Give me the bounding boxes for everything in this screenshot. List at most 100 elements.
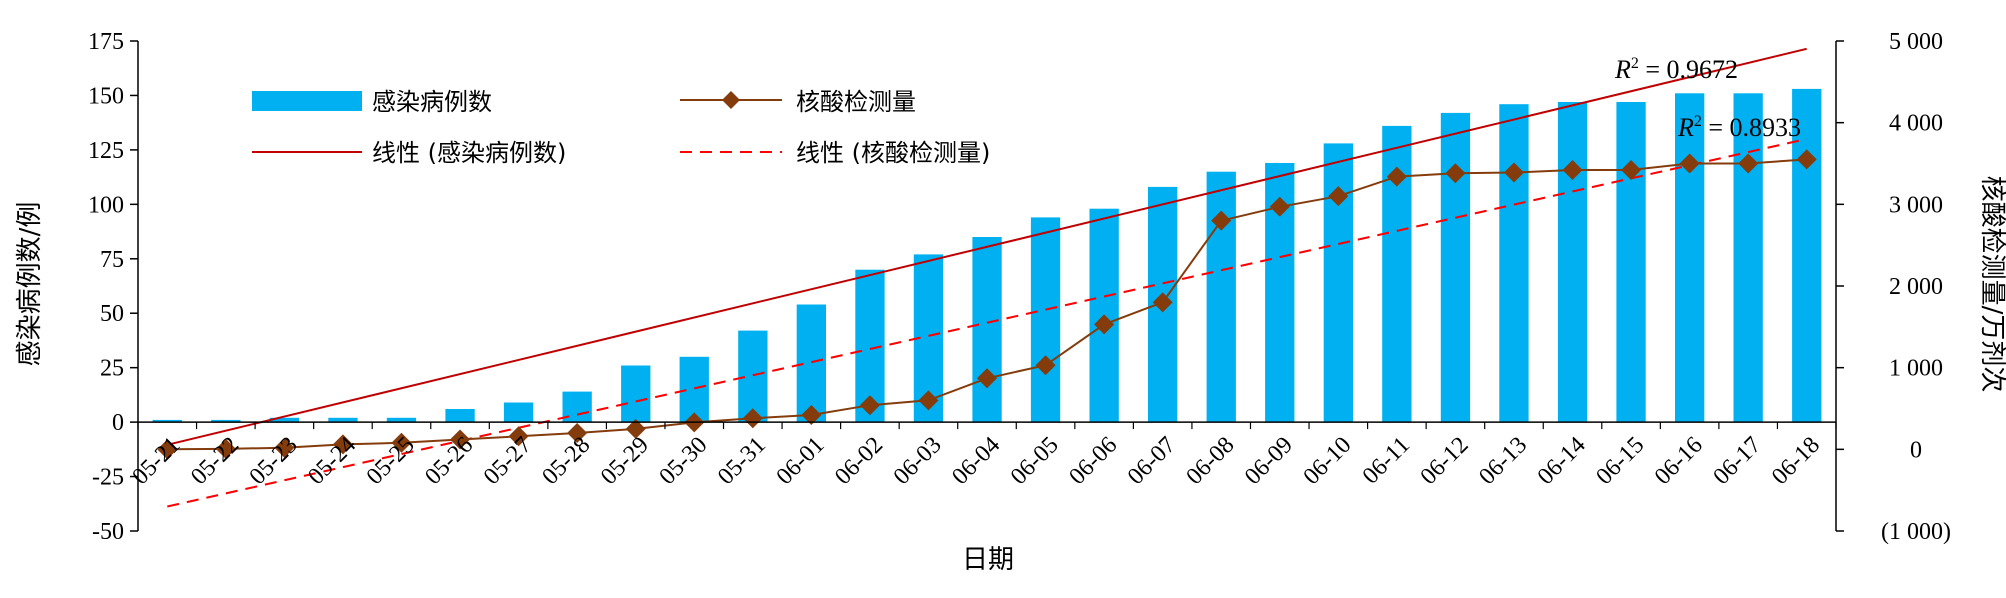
bar-05-30	[679, 356, 709, 423]
left-tick-label: -25	[92, 465, 124, 491]
x-tick-labels: 05-21 05-22 05-23 05-24 05-25 05-26 05-27 05-28…	[128, 432, 1825, 490]
x-tick-label: 06-15	[1591, 432, 1649, 490]
legend-label-line: 核酸检测量	[796, 88, 916, 116]
left-tick-label: 0	[112, 410, 124, 436]
left-tick-label: 125	[88, 138, 124, 164]
marker-05-29	[625, 418, 646, 439]
x-tick-label: 05-24	[303, 432, 361, 490]
bar-06-16	[1675, 93, 1705, 423]
r2-cases-exponent: 2	[1631, 55, 1639, 72]
left-tick-label: 100	[88, 192, 124, 218]
right-y-tick-labels: (1 000) 0 1 000 2 000 3 000 4 000 5 000	[1881, 29, 1951, 545]
marker-05-28	[567, 423, 588, 443]
axes-layer	[130, 40, 1844, 532]
bar-05-26	[445, 409, 475, 423]
marker-06-11	[1386, 166, 1407, 187]
x-tick-label: 06-03	[889, 432, 947, 490]
x-tick-label: 06-18	[1767, 432, 1825, 490]
left-y-axis-title: 感染病例数/例	[15, 202, 45, 367]
marker-06-06	[1094, 314, 1115, 335]
bars-layer	[152, 88, 1822, 423]
left-y-tick-labels: -50 -25 0 25 50 75 100 125 150 175	[88, 29, 124, 545]
marker-05-31	[742, 408, 763, 429]
bar-05-25	[386, 417, 417, 423]
bar-06-05	[1030, 217, 1061, 423]
x-tick-label: 06-06	[1064, 432, 1122, 490]
x-tick-label: 06-09	[1240, 432, 1298, 490]
marker-06-15	[1621, 160, 1642, 181]
bar-06-10	[1323, 143, 1353, 423]
trendlines-layer	[167, 47, 1807, 508]
bar-06-17	[1733, 93, 1763, 423]
left-tick-label: -50	[92, 519, 124, 545]
marker-06-18	[1796, 149, 1817, 170]
marker-06-07	[1152, 292, 1173, 313]
bar-05-27	[503, 402, 534, 423]
marker-06-08	[1211, 210, 1232, 231]
marker-06-14	[1562, 160, 1583, 181]
x-tick-label: 06-07	[1123, 432, 1181, 490]
marker-06-01	[801, 405, 822, 426]
x-tick-label: 06-02	[830, 432, 888, 490]
left-tick-label: 75	[100, 247, 124, 273]
trendline-tests	[167, 138, 1807, 508]
bar-06-01	[796, 304, 826, 423]
right-tick-label: 3 000	[1889, 192, 1943, 218]
left-tick-label: 150	[88, 83, 124, 109]
marker-05-23	[274, 437, 295, 458]
x-tick-label: 06-16	[1650, 432, 1708, 490]
bar-05-21	[152, 419, 182, 423]
legend-label-bars: 感染病例数	[372, 88, 492, 116]
marker-05-24	[332, 434, 353, 455]
legend-diamond-marker	[722, 91, 740, 109]
legend-swatch-bars	[252, 91, 362, 111]
left-tick-label: 25	[100, 356, 124, 382]
r2-cases-value: = 0.9672	[1639, 55, 1738, 84]
bar-05-24	[328, 417, 358, 423]
marker-05-26	[450, 429, 471, 450]
legend-label-trend-tests: 线性 (核酸检测量)	[796, 139, 990, 167]
x-tick-label: 06-11	[1358, 432, 1415, 489]
legend: 感染病例数 核酸检测量 线性 (感染病例数) 线性 (核酸检测量)	[252, 88, 990, 167]
trendline-cases	[167, 47, 1807, 446]
x-tick-label: 05-28	[537, 432, 595, 490]
marker-06-10	[1328, 186, 1349, 207]
x-tick-label: 05-21	[128, 432, 186, 490]
x-tick-label: 05-22	[186, 432, 244, 490]
r2-cases-symbol: R	[1614, 55, 1631, 84]
x-tick-label: 06-17	[1708, 432, 1766, 490]
bar-06-08	[1206, 171, 1236, 423]
marker-05-27	[508, 426, 529, 447]
x-tick-label: 05-29	[596, 432, 654, 490]
legend-label-trend-cases: 线性 (感染病例数)	[372, 139, 566, 167]
x-tick-label: 06-12	[1416, 432, 1474, 490]
r2-tests-symbol: R	[1677, 113, 1694, 142]
marker-06-17	[1738, 153, 1759, 174]
right-tick-label: 2 000	[1889, 274, 1943, 300]
bar-05-31	[738, 330, 768, 423]
right-tick-label: 0	[1910, 437, 1922, 463]
bar-06-15	[1616, 102, 1646, 423]
left-tick-label: 50	[100, 301, 124, 327]
bar-05-22	[211, 419, 241, 423]
marker-06-09	[1269, 196, 1290, 217]
x-tick-label: 06-05	[1006, 432, 1064, 490]
marker-06-16	[1679, 153, 1700, 174]
right-tick-label: 4 000	[1889, 111, 1943, 137]
x-axis-title: 日期	[962, 545, 1014, 575]
marker-06-13	[1503, 162, 1524, 183]
bar-06-13	[1499, 104, 1529, 423]
right-tick-label: (1 000)	[1881, 519, 1951, 545]
marker-05-22	[215, 438, 236, 459]
r2-tests-exponent: 2	[1694, 113, 1702, 130]
x-tick-label: 06-10	[1299, 432, 1357, 490]
r2-label-cases: R2 = 0.9672	[1614, 55, 1738, 84]
x-tick-label: 05-30	[655, 432, 713, 490]
marker-06-05	[1035, 355, 1056, 376]
bar-06-12	[1440, 112, 1471, 423]
x-tick-label: 06-08	[1181, 432, 1239, 490]
bar-06-14	[1557, 102, 1588, 423]
x-tick-label: 05-31	[713, 432, 771, 490]
r2-label-tests: R2 = 0.8933	[1677, 113, 1801, 142]
